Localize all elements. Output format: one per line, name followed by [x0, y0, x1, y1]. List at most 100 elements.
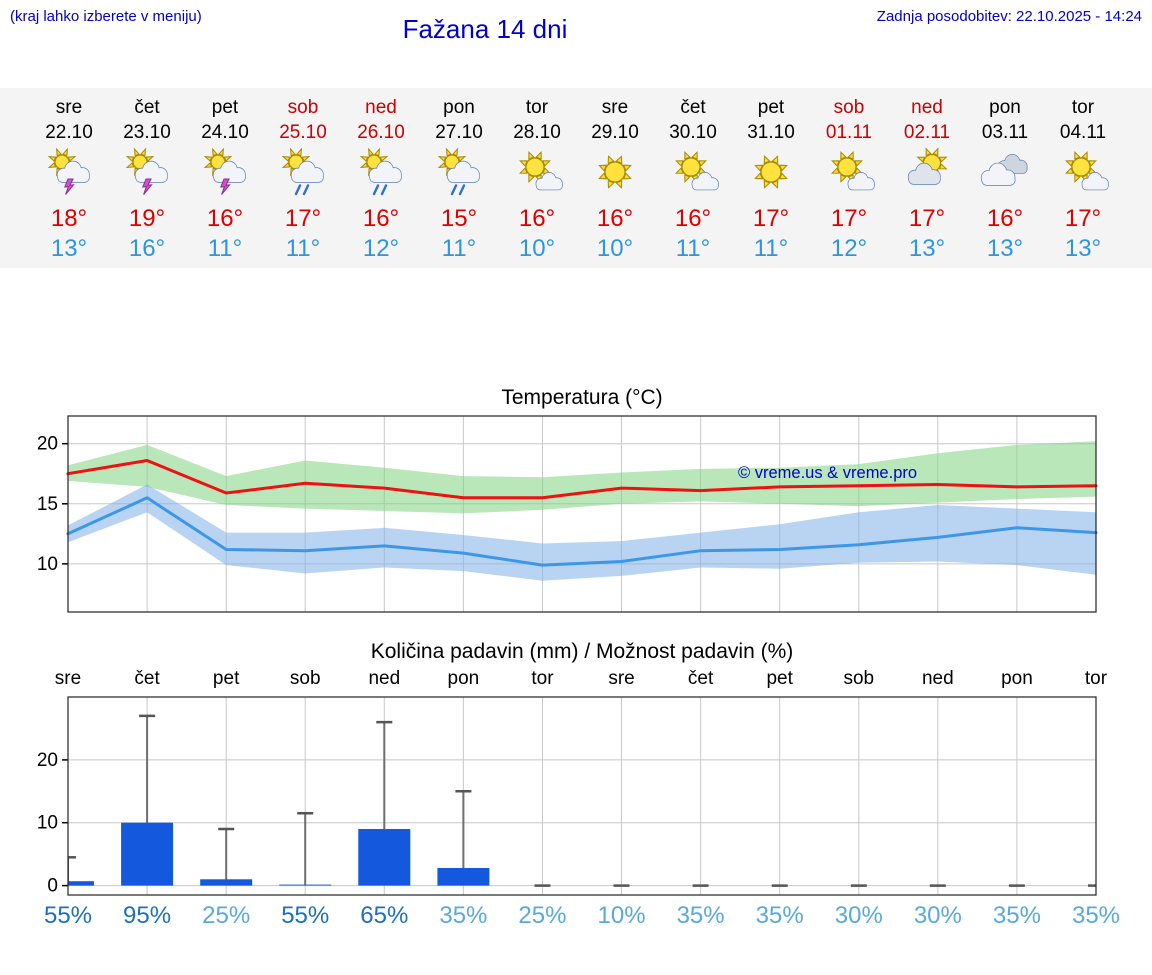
low-temperature: 12° — [830, 235, 868, 262]
day-name: ned — [911, 97, 943, 118]
high-temperature: 16° — [206, 205, 244, 232]
precip-day-label: sob — [843, 668, 875, 689]
weather-icon-rain-showers — [359, 147, 402, 196]
day-date: 04.11 — [1059, 122, 1107, 143]
day-date: 25.10 — [279, 122, 327, 143]
weather-icon-rain-showers — [281, 147, 324, 196]
precip-probability: 55% — [43, 902, 93, 929]
day-date: 29.10 — [591, 122, 639, 143]
forecast-day-column: sre 29.10 16° 10° — [576, 88, 654, 268]
day-date: 22.10 — [45, 122, 93, 143]
low-temperature: 12° — [362, 235, 400, 262]
forecast-day-column: pon 03.11 16° 13° — [966, 88, 1044, 268]
precip-probability: 65% — [360, 902, 409, 929]
forecast-day-column: tor 04.11 17° 13° — [1044, 88, 1122, 268]
menu-hint-note: (kraj lahko izberete v meniju) — [10, 8, 202, 25]
precip-day-label: čet — [687, 668, 714, 689]
weather-icon-partly-cloudy — [675, 151, 719, 191]
low-temperature: 13° — [986, 235, 1024, 262]
low-temperature: 10° — [518, 235, 556, 262]
forecast-day-column: pet 24.10 16° 11° — [186, 88, 264, 268]
forecast-day-column: pet 31.10 17° 11° — [732, 88, 810, 268]
low-temperature: 11° — [675, 235, 711, 262]
high-temperature: 16° — [596, 205, 634, 232]
svg-text:15: 15 — [37, 494, 58, 515]
low-temperature: 11° — [441, 235, 477, 262]
precip-probability: 35% — [1071, 902, 1121, 929]
weather-icon-partly-cloudy — [831, 151, 875, 191]
precip-probabilities-row: 55% 95% 25% 55% 65% 35% 25% 10% 35% 35% 30% 30% 35% 3… — [32, 900, 1132, 936]
day-date: 24.10 — [201, 122, 249, 143]
day-name: tor — [525, 97, 549, 118]
day-name: sob — [833, 97, 865, 118]
precip-probability: 10% — [597, 902, 646, 929]
precip-day-label: sob — [289, 668, 321, 689]
day-date: 26.10 — [357, 122, 405, 143]
precip-day-label: ned — [368, 668, 401, 689]
weather-icon-sunny — [598, 155, 632, 189]
day-name: sre — [601, 97, 629, 118]
precip-probability: 30% — [913, 902, 962, 929]
high-temperature: 17° — [908, 205, 946, 232]
low-temperature: 13° — [908, 235, 946, 262]
high-temperature: 17° — [1064, 205, 1102, 232]
precip-probability: 35% — [992, 902, 1041, 929]
high-temperature: 16° — [986, 205, 1024, 232]
precip-probability: 35% — [439, 902, 488, 929]
day-name: sob — [287, 97, 319, 118]
weather-icon-thunderstorm — [125, 147, 168, 195]
forecast-strip: sre 22.10 18° 13° čet 23.10 19° 16° pet 24.10 16° 1… — [0, 88, 1152, 268]
day-date: 30.10 — [669, 122, 717, 143]
day-name: čet — [680, 97, 706, 118]
temperature-section: Temperatura (°C) 10 15 20 © vreme.us & vrem… — [0, 386, 1152, 614]
precipitation-section: Količina padavin (mm) / Možnost padavin … — [0, 640, 1152, 936]
precipitation-chart: 0 10 20 — [37, 696, 1097, 897]
precip-day-label: pet — [766, 668, 793, 689]
low-temperature: 11° — [207, 235, 243, 262]
day-date: 28.10 — [513, 122, 561, 143]
precip-day-label: ned — [921, 668, 954, 689]
day-name: tor — [1071, 97, 1095, 118]
forecast-day-column: ned 02.11 17° 13° — [888, 88, 966, 268]
svg-text:10: 10 — [37, 813, 58, 834]
precip-day-label: sre — [608, 668, 635, 689]
day-name: pet — [211, 97, 239, 118]
day-name: pon — [443, 97, 475, 118]
precip-day-label: tor — [1084, 668, 1108, 689]
weather-icon-cloudy — [980, 153, 1028, 186]
precip-day-label: pet — [212, 668, 240, 689]
day-date: 03.11 — [981, 122, 1029, 143]
low-temperature: 16° — [128, 235, 166, 262]
weather-icon-sunny — [754, 155, 788, 189]
precip-day-label: tor — [531, 668, 554, 689]
precip-probability: 25% — [202, 902, 251, 929]
day-date: 01.11 — [825, 122, 873, 143]
high-temperature: 16° — [674, 205, 712, 232]
precip-day-labels-row: sre čet pet sob ned pon tor sre čet pet sob ned pon t… — [32, 668, 1132, 695]
weather-icon-partly-cloudy — [519, 151, 563, 191]
day-name: pon — [989, 97, 1021, 118]
svg-text:20: 20 — [37, 434, 58, 455]
high-temperature: 16° — [518, 205, 556, 232]
day-date: 31.10 — [747, 122, 795, 143]
precip-probability: 35% — [755, 902, 804, 929]
precip-day-label: sre — [54, 668, 82, 689]
weather-icon-thunderstorm — [47, 147, 90, 195]
precip-probability: 95% — [123, 902, 172, 929]
low-temperature: 11° — [285, 235, 321, 262]
precip-day-label: pon — [1001, 668, 1033, 689]
high-temperature: 17° — [284, 205, 322, 232]
precip-probability: 30% — [834, 902, 883, 929]
low-temperature: 10° — [596, 235, 634, 262]
low-temperature: 13° — [1064, 235, 1102, 262]
top-bar: (kraj lahko izberete v meniju) Fažana 14… — [0, 0, 1152, 50]
temperature-chart: 10 15 20 © vreme.us & vreme.pro — [37, 415, 1098, 613]
temperature-chart-title: Temperatura (°C) — [501, 386, 663, 409]
copyright-watermark-link[interactable]: © vreme.us & vreme.pro — [738, 464, 917, 482]
forecast-day-column: čet 23.10 19° 16° — [108, 88, 186, 268]
low-temperature: 11° — [753, 235, 789, 262]
day-name: pet — [757, 97, 785, 118]
forecast-day-column: sob 01.11 17° 12° — [810, 88, 888, 268]
svg-text:20: 20 — [37, 750, 58, 771]
weather-icon-partly-cloudy — [1065, 151, 1109, 191]
